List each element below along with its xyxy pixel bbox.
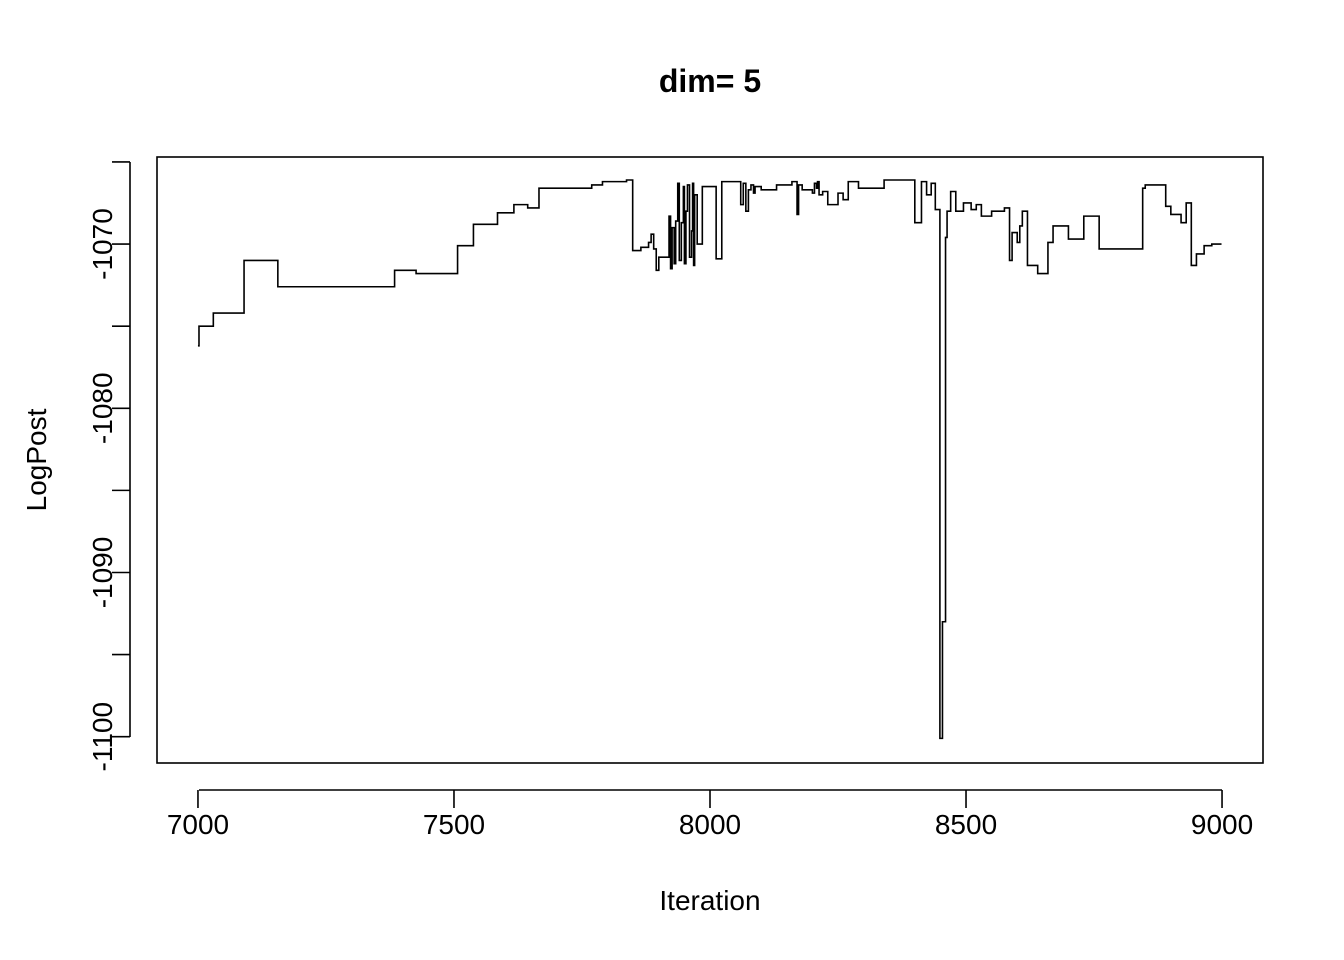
x-tick-label: 8500 [935, 809, 997, 840]
x-axis-ticks: 7000 7500 8000 8500 9000 [167, 790, 1253, 840]
y-tick-label: -1080 [87, 372, 118, 444]
y-tick-label: -1090 [87, 537, 118, 609]
series-layer [197, 179, 1222, 740]
x-tick-label: 7500 [423, 809, 485, 840]
trace-series-line [197, 179, 1222, 740]
x-tick-label: 8000 [679, 809, 741, 840]
plot-frame [156, 156, 1264, 764]
chart-title: dim= 5 [659, 63, 761, 99]
x-axis-label: Iteration [659, 885, 760, 916]
x-tick-label: 9000 [1191, 809, 1253, 840]
y-axis-ticks: -1100 -1090 -1080 -1070 [87, 161, 130, 772]
y-tick-label: -1070 [87, 208, 118, 280]
y-tick-label: -1100 [87, 702, 118, 772]
x-tick-label: 7000 [167, 809, 229, 840]
y-axis-label: LogPost [21, 408, 52, 511]
